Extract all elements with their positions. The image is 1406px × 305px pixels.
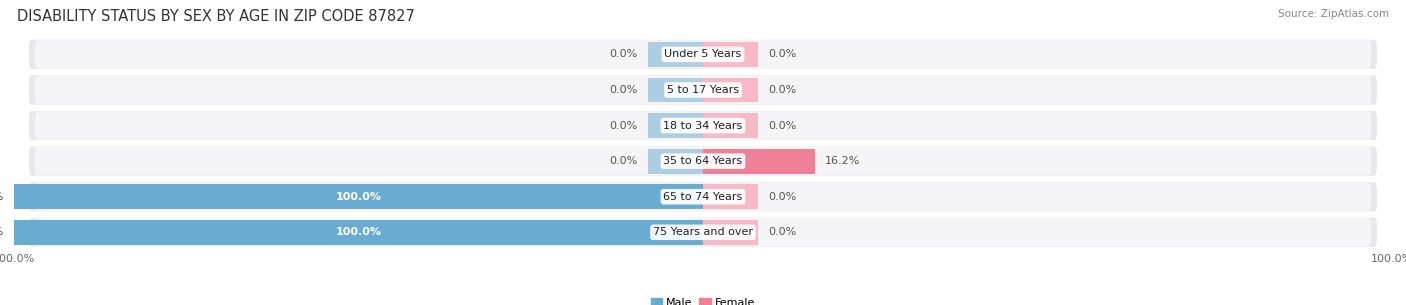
Text: 0.0%: 0.0% <box>769 192 797 202</box>
FancyBboxPatch shape <box>28 181 1378 212</box>
FancyBboxPatch shape <box>28 217 1378 248</box>
Text: Under 5 Years: Under 5 Years <box>665 49 741 59</box>
Text: 0.0%: 0.0% <box>609 120 637 131</box>
Text: 100.0%: 100.0% <box>336 227 381 237</box>
Legend: Male, Female: Male, Female <box>647 294 759 305</box>
FancyBboxPatch shape <box>35 76 1371 104</box>
Bar <box>703 77 758 102</box>
Text: 0.0%: 0.0% <box>609 85 637 95</box>
FancyBboxPatch shape <box>35 111 1371 140</box>
Text: 75 Years and over: 75 Years and over <box>652 227 754 237</box>
Bar <box>14 220 703 245</box>
FancyBboxPatch shape <box>28 39 1378 70</box>
FancyBboxPatch shape <box>35 182 1371 211</box>
Text: 100.0%: 100.0% <box>336 192 381 202</box>
FancyBboxPatch shape <box>35 147 1371 175</box>
FancyBboxPatch shape <box>28 74 1378 106</box>
FancyBboxPatch shape <box>35 218 1371 246</box>
Text: DISABILITY STATUS BY SEX BY AGE IN ZIP CODE 87827: DISABILITY STATUS BY SEX BY AGE IN ZIP C… <box>17 9 415 24</box>
Bar <box>703 42 758 67</box>
FancyBboxPatch shape <box>28 145 1378 177</box>
Text: 100.0%: 100.0% <box>0 192 4 202</box>
Text: 35 to 64 Years: 35 to 64 Years <box>664 156 742 166</box>
Bar <box>703 113 758 138</box>
Text: 18 to 34 Years: 18 to 34 Years <box>664 120 742 131</box>
Text: 0.0%: 0.0% <box>769 227 797 237</box>
Bar <box>648 42 703 67</box>
Text: 100.0%: 100.0% <box>0 227 4 237</box>
Text: Source: ZipAtlas.com: Source: ZipAtlas.com <box>1278 9 1389 19</box>
Text: 0.0%: 0.0% <box>609 49 637 59</box>
FancyBboxPatch shape <box>35 40 1371 69</box>
Bar <box>648 77 703 102</box>
Bar <box>703 149 814 174</box>
FancyBboxPatch shape <box>28 110 1378 141</box>
Text: 65 to 74 Years: 65 to 74 Years <box>664 192 742 202</box>
Text: 0.0%: 0.0% <box>769 49 797 59</box>
Bar <box>648 149 703 174</box>
Text: 0.0%: 0.0% <box>769 85 797 95</box>
Text: 16.2%: 16.2% <box>825 156 860 166</box>
Text: 0.0%: 0.0% <box>609 156 637 166</box>
Bar <box>703 220 758 245</box>
Text: 5 to 17 Years: 5 to 17 Years <box>666 85 740 95</box>
Bar <box>14 184 703 209</box>
Bar <box>648 113 703 138</box>
Text: 0.0%: 0.0% <box>769 120 797 131</box>
Bar <box>703 184 758 209</box>
